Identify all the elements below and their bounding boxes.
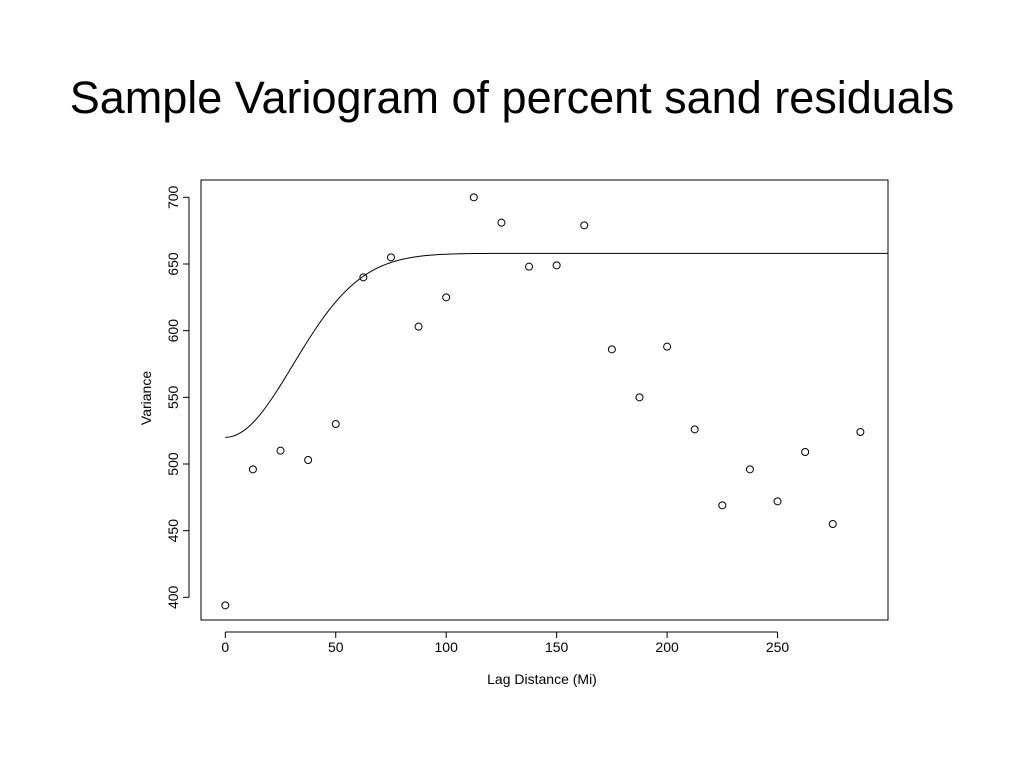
y-tick-label: 550 [165, 385, 181, 409]
x-tick-label: 0 [221, 639, 229, 655]
data-point [828, 520, 837, 528]
x-tick-label: 150 [545, 639, 569, 655]
data-point [414, 322, 423, 331]
data-point [856, 428, 865, 436]
data-point [690, 425, 699, 434]
y-tick-label: 700 [165, 185, 181, 209]
y-axis-label: Variance [138, 371, 154, 425]
x-axis: 0 50 100 150 200 250 [221, 631, 790, 655]
data-point [221, 601, 230, 610]
x-tick-label: 100 [435, 639, 459, 655]
data-point [359, 273, 368, 282]
x-tick-label: 50 [328, 639, 344, 655]
x-axis-label: Lag Distance (Mi) [487, 671, 597, 687]
y-tick-label: 400 [165, 585, 181, 609]
data-point [525, 262, 534, 271]
data-point [801, 448, 810, 456]
data-point [331, 420, 340, 428]
variogram-model-curve [225, 252, 888, 438]
y-tick-label: 600 [165, 319, 181, 343]
data-point [469, 193, 478, 202]
data-point [304, 456, 313, 464]
data-point [248, 465, 257, 474]
data-point [718, 501, 727, 510]
data-point [663, 342, 672, 351]
y-tick-label: 500 [165, 452, 181, 476]
data-point [386, 253, 395, 262]
data-point [276, 446, 285, 455]
y-tick-label: 450 [165, 519, 181, 543]
data-point [773, 497, 782, 506]
y-tick-label: 650 [165, 252, 181, 276]
plot-frame [200, 179, 889, 621]
data-point [607, 345, 616, 354]
x-tick-label: 200 [655, 639, 679, 655]
data-points [221, 193, 865, 610]
slide-title: Sample Variogram of percent sand residua… [69, 72, 955, 123]
data-point [635, 393, 644, 402]
data-point [442, 293, 451, 302]
data-point [497, 218, 506, 227]
x-tick-label: 250 [766, 639, 790, 655]
data-point [745, 465, 754, 474]
data-point [552, 261, 561, 270]
data-point [580, 221, 589, 230]
y-axis: 400 450 500 550 600 650 700 [165, 185, 190, 609]
